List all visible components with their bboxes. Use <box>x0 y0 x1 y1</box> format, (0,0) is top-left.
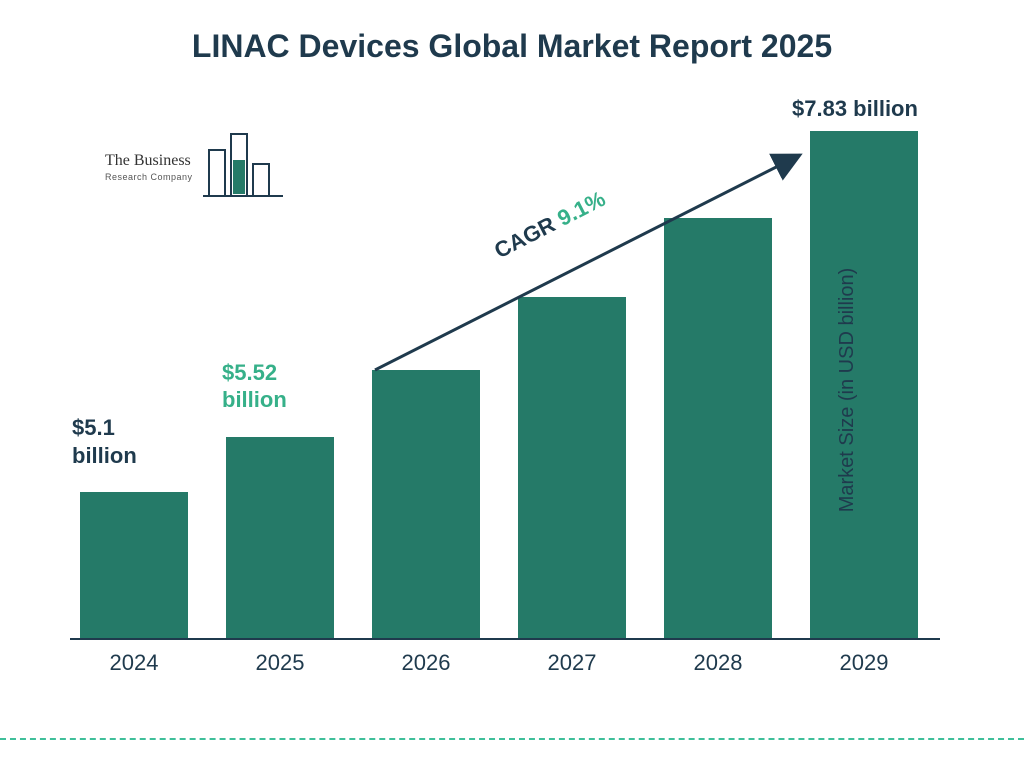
x-tick-label: 2029 <box>810 650 918 676</box>
bar <box>372 370 480 638</box>
bar <box>226 437 334 638</box>
y-axis-label: Market Size (in USD billion) <box>836 268 859 513</box>
bar <box>664 218 772 638</box>
bar-plot <box>70 110 940 640</box>
bar <box>810 131 918 638</box>
chart-title: LINAC Devices Global Market Report 2025 <box>0 0 1024 65</box>
x-tick-label: 2024 <box>80 650 188 676</box>
chart-area: The Business Research Company Market Siz… <box>70 110 940 670</box>
bar <box>518 297 626 638</box>
x-tick-label: 2028 <box>664 650 772 676</box>
value-label: $7.83 billion <box>792 95 952 123</box>
x-tick-label: 2027 <box>518 650 626 676</box>
x-tick-label: 2026 <box>372 650 480 676</box>
dashed-divider <box>0 738 1024 740</box>
value-label: $5.1 billion <box>72 414 182 469</box>
bar <box>80 492 188 638</box>
x-tick-label: 2025 <box>226 650 334 676</box>
value-label: $5.52 billion <box>222 359 332 414</box>
